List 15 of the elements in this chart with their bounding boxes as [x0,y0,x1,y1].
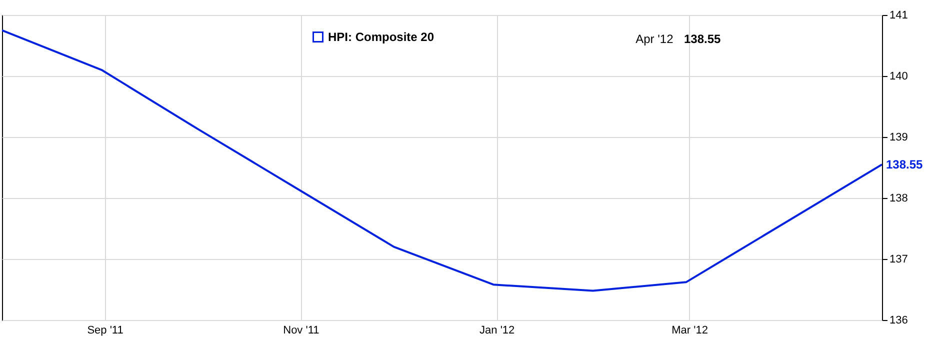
annotation: 138.55 [886,157,924,172]
x-tick-label: Mar '12 [672,324,708,336]
x-tick-label: Jan '12 [480,324,515,336]
line-series [2,29,882,292]
x-tick-label: Nov '11 [283,324,320,336]
y-tick-label: 138 [890,192,908,204]
y-tick-label: 137 [890,254,908,266]
y-tick-label: 136 [890,314,908,326]
y-tick-label: 140 [890,70,908,82]
x-tick-label: Sep '11 [87,324,124,336]
annotation: 138.55 [684,32,722,46]
annotation: Apr '12 [636,32,674,46]
y-tick-label: 139 [890,132,908,144]
y-tick-label: 141 [890,10,908,22]
legend-label: HPI: Composite 20 [328,30,434,44]
